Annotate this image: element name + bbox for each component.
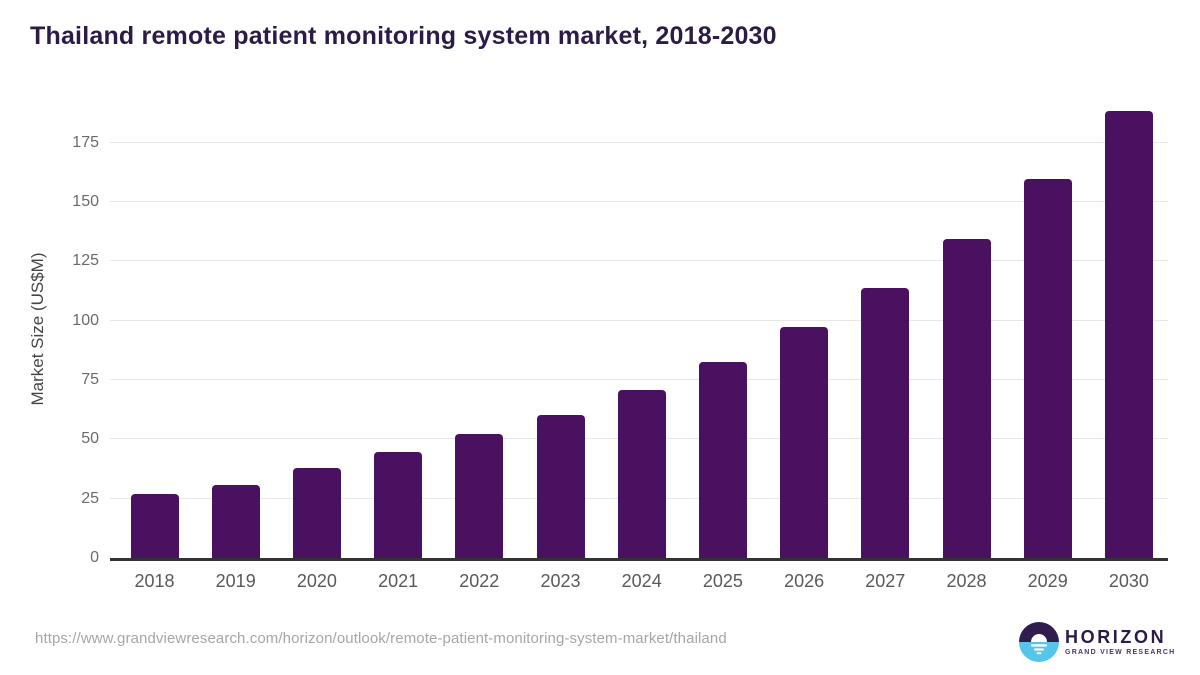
bar-2029 [1023,179,1072,558]
bar-2028 [942,238,991,558]
bar-2023 [536,414,585,558]
x-tick-label: 2021 [378,571,419,591]
x-tick-label: 2019 [215,571,256,591]
bar-2030 [1104,111,1153,558]
x-tick-label: 2030 [1108,571,1149,591]
x-tick-label: 2022 [459,571,500,591]
x-tick-label: 2028 [946,571,987,591]
horizon-logo-subtitle: GRAND VIEW RESEARCH [1065,649,1176,657]
gridline [110,201,1168,203]
plot-area [110,100,1168,561]
y-tick-label: 125 [72,252,99,270]
gridline [110,379,1168,381]
bar-2024 [617,390,666,558]
x-tick-label: 2020 [296,571,337,591]
bar-2025 [698,361,747,558]
horizon-logo-icon [1019,622,1059,662]
y-tick-label: 150 [72,193,99,211]
x-tick-label: 2025 [702,571,743,591]
bar-2027 [861,287,910,558]
source-url: https://www.grandviewresearch.com/horizo… [35,630,727,647]
gridline [110,319,1168,321]
bar-2026 [780,327,829,558]
y-tick-label: 100 [72,311,99,329]
x-tick-label: 2029 [1027,571,1068,591]
bar-2018 [130,494,179,558]
y-tick-label: 0 [90,549,99,566]
y-tick-label: 50 [81,430,99,448]
horizon-logo-text: HORIZON GRAND VIEW RESEARCH [1065,626,1176,657]
x-tick-label: 2027 [865,571,906,591]
page-title: Thailand remote patient monitoring syste… [30,22,777,50]
bar-2020 [292,467,341,558]
x-tick-label: 2026 [784,571,825,591]
x-tick-label: 2023 [540,571,581,591]
x-tick-label: 2024 [621,571,662,591]
y-tick-label: 25 [81,489,99,507]
bar-2022 [455,434,504,558]
x-tick-label: 2018 [134,571,175,591]
y-tick-label: 75 [81,371,99,389]
gridline [110,260,1168,262]
bar-2021 [374,451,423,558]
horizon-logo-name: HORIZON [1065,626,1167,647]
y-tick-label: 175 [72,133,99,151]
y-axis-title: Market Size (US$M) [28,252,47,406]
bar-2019 [211,485,260,558]
gridline [110,141,1168,143]
horizon-logo: HORIZON GRAND VIEW RESEARCH [1018,620,1175,664]
